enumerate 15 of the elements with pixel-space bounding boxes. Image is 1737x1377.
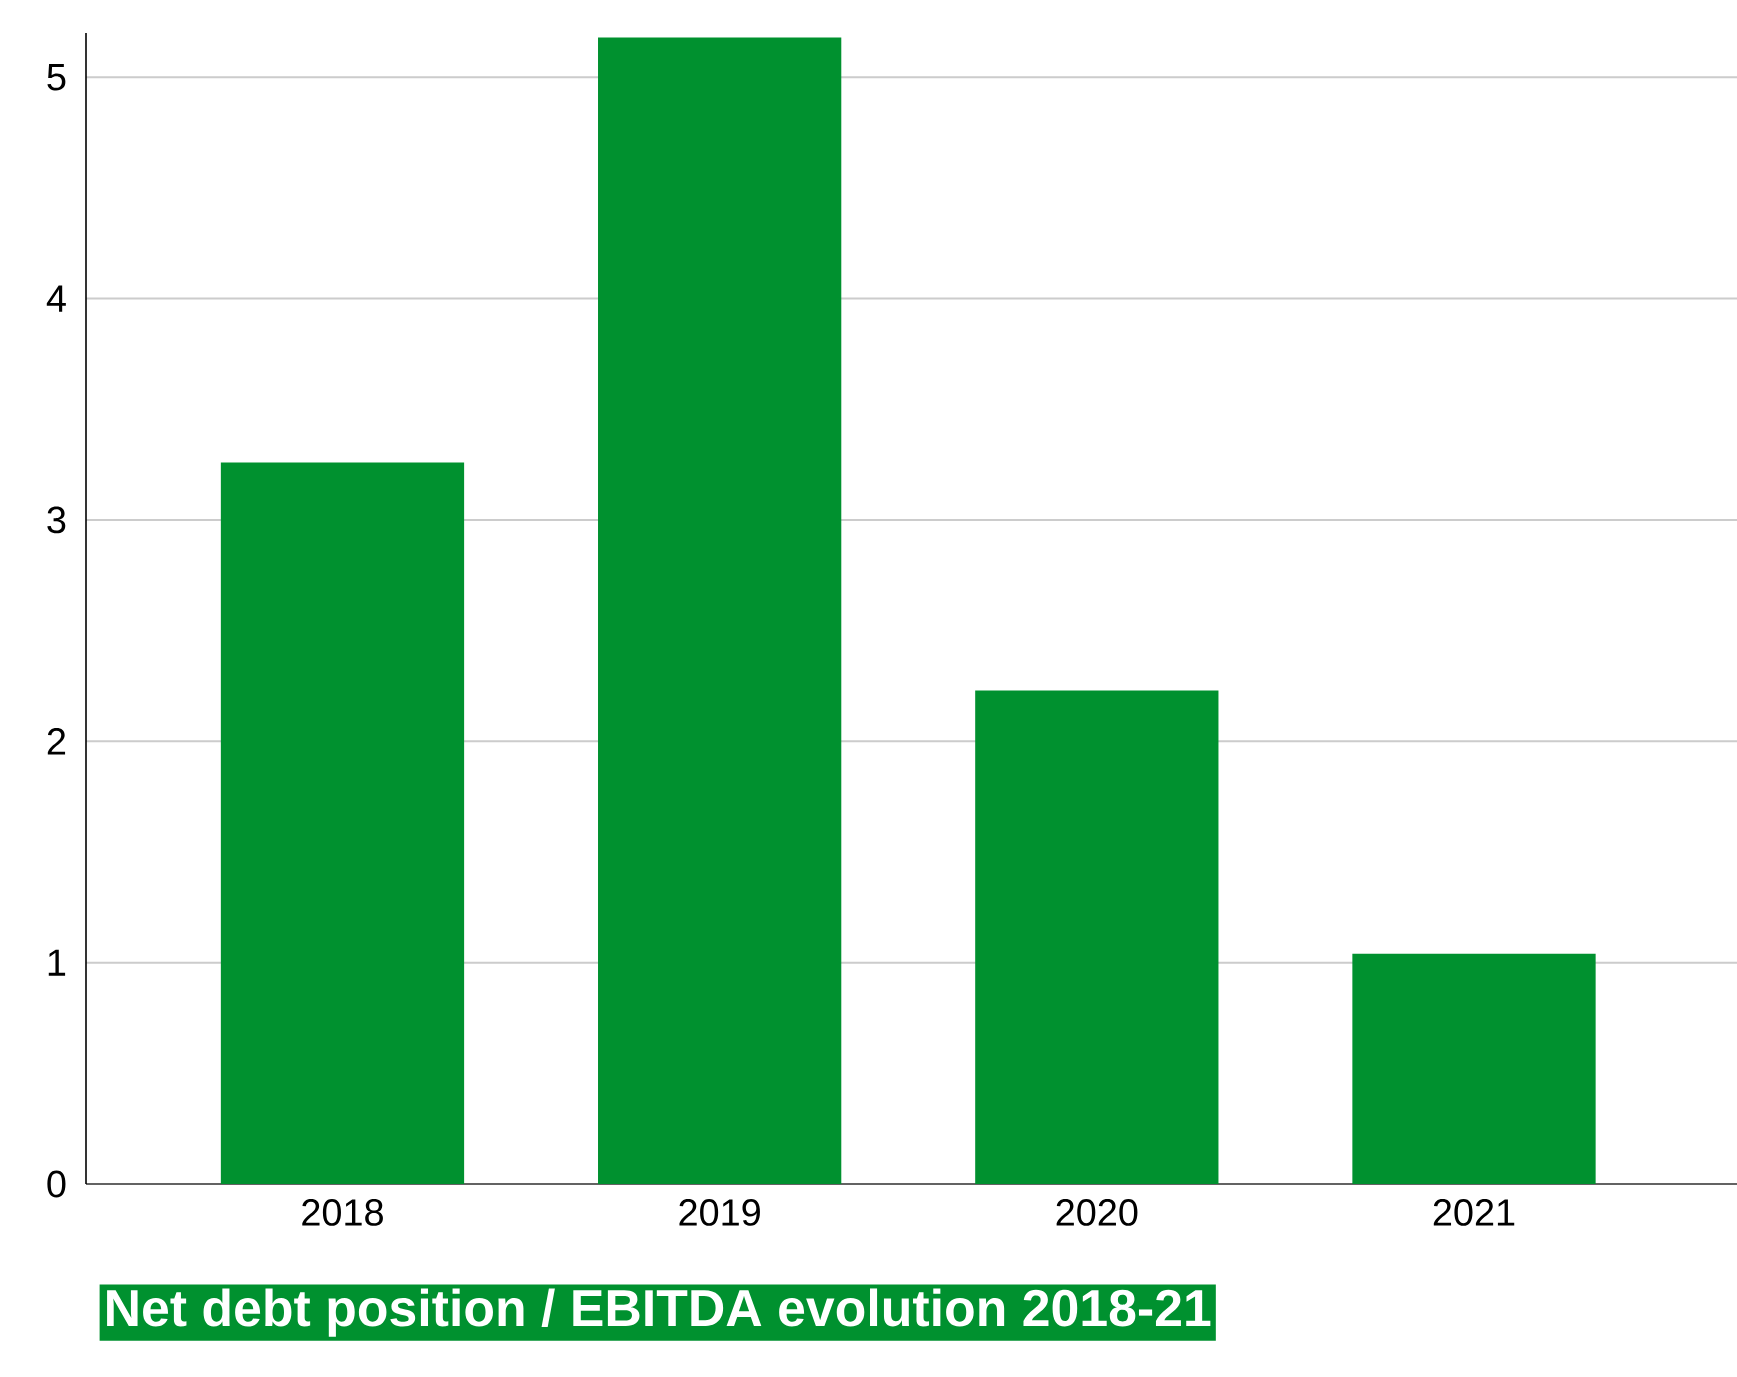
x-tick-label: 2021	[1433, 1199, 1515, 1226]
y-tick-label: 0	[47, 1170, 66, 1198]
x-tick-label: 2018	[302, 1199, 383, 1226]
bar	[220, 462, 465, 1184]
y-tick-label: 3	[47, 506, 66, 534]
y-tick-label: 1	[48, 949, 66, 976]
x-tick-label: 2020	[1056, 1199, 1138, 1226]
bar	[975, 690, 1219, 1184]
bar	[598, 37, 842, 1184]
y-tick-label: 4	[46, 285, 66, 312]
x-tick-label: 2019	[679, 1199, 760, 1226]
y-tick-label: 5	[47, 64, 66, 91]
bar	[1352, 953, 1596, 1184]
text: Net debt position / EBITDA evolution 2018-21	[107, 1288, 1211, 1337]
y-tick-label: 2	[47, 728, 66, 755]
